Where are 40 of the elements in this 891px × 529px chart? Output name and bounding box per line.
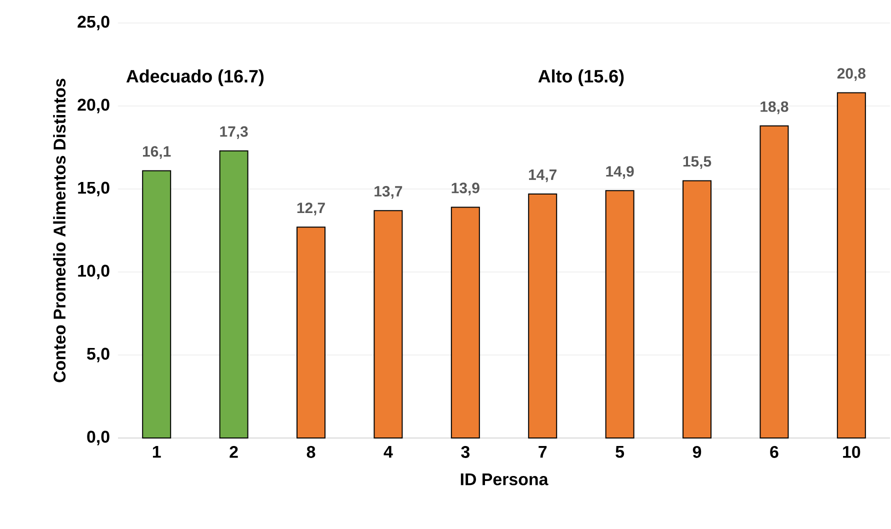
data-label: 17,3 (220, 126, 248, 139)
x-tick-label: 10 (843, 446, 860, 458)
bar (450, 206, 480, 438)
x-tick-label: 8 (306, 446, 316, 458)
y-tick-label: 20,0 (78, 98, 110, 114)
y-tick-label: 15,0 (78, 182, 110, 196)
data-label: 18,8 (760, 101, 788, 114)
x-tick-label: 6 (770, 446, 778, 458)
x-tick-label: 5 (616, 446, 624, 458)
bar (605, 190, 634, 438)
annotation: Adecuado (16.7) (126, 69, 264, 86)
x-tick-label: 2 (230, 446, 238, 458)
annotation: Alto (15.6) (538, 69, 624, 86)
data-label: 16,1 (142, 146, 171, 159)
data-label: 13,9 (452, 182, 480, 196)
y-tick-label: 10,0 (78, 264, 110, 280)
data-label: 14,7 (529, 170, 556, 182)
y-tick-label: 0,0 (87, 430, 110, 446)
data-label: 20,8 (837, 68, 866, 81)
bar (682, 180, 712, 438)
y-tick-label: 25,0 (78, 16, 110, 30)
bar (219, 150, 248, 438)
bar (760, 125, 789, 438)
bar (374, 210, 403, 438)
x-tick-label: 3 (461, 446, 470, 458)
x-axis-title: ID Persona (460, 473, 548, 486)
bar (296, 226, 326, 438)
x-tick-label: 7 (538, 446, 547, 458)
x-tick-label: 9 (692, 446, 702, 458)
x-tick-label: 1 (152, 446, 161, 458)
y-axis-title: Conteo Promedio Alimentos Distintos (53, 78, 66, 382)
data-label: 12,7 (297, 202, 325, 216)
bar (528, 193, 558, 438)
data-label: 14,9 (606, 166, 634, 179)
y-tick-label: 5,0 (87, 348, 110, 362)
bar (142, 170, 172, 438)
bar (836, 92, 866, 438)
x-tick-label: 4 (384, 446, 393, 458)
data-label: 15,5 (683, 156, 712, 169)
data-label: 13,7 (374, 186, 402, 199)
